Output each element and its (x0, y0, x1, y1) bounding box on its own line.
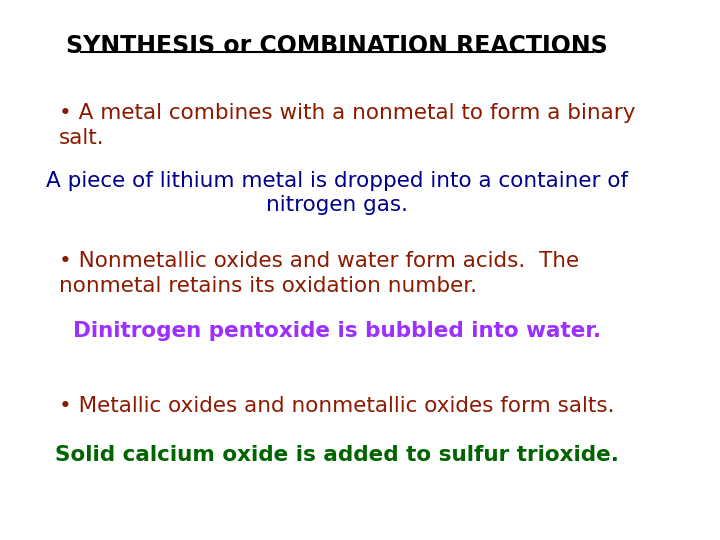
Text: • Nonmetallic oxides and water form acids.  The
nonmetal retains its oxidation n: • Nonmetallic oxides and water form acid… (59, 251, 579, 296)
Text: A piece of lithium metal is dropped into a container of
nitrogen gas.: A piece of lithium metal is dropped into… (46, 171, 629, 215)
Text: Dinitrogen pentoxide is bubbled into water.: Dinitrogen pentoxide is bubbled into wat… (73, 321, 601, 341)
Text: SYNTHESIS or COMBINATION REACTIONS: SYNTHESIS or COMBINATION REACTIONS (66, 33, 608, 58)
Text: • Metallic oxides and nonmetallic oxides form salts.: • Metallic oxides and nonmetallic oxides… (59, 396, 614, 416)
Text: Solid calcium oxide is added to sulfur trioxide.: Solid calcium oxide is added to sulfur t… (55, 444, 619, 464)
Text: • A metal combines with a nonmetal to form a binary
salt.: • A metal combines with a nonmetal to fo… (59, 104, 635, 148)
